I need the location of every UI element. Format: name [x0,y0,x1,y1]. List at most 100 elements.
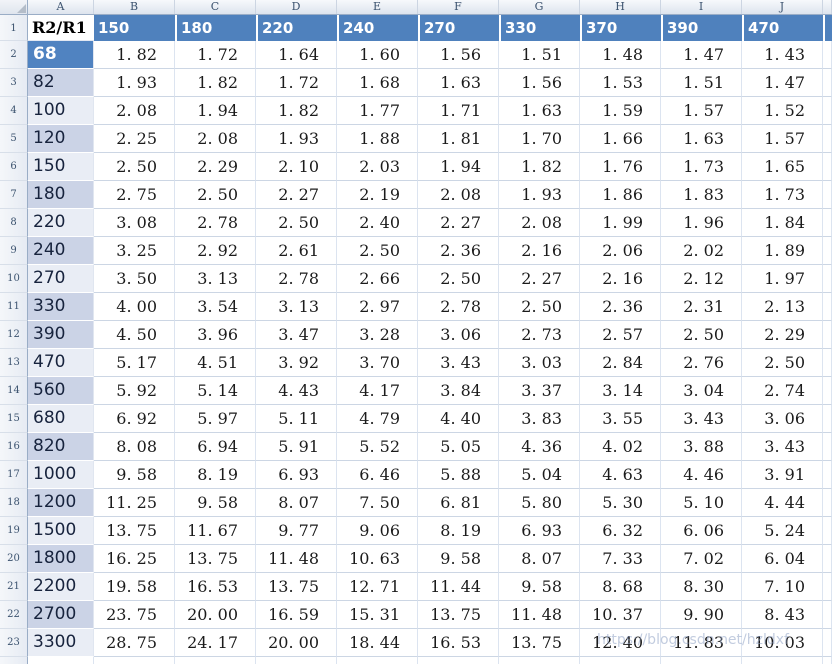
cell[interactable]: 8. 68 [580,573,661,601]
cell[interactable]: 18. 44 [337,629,418,657]
row-number-cell[interactable]: 15 [0,405,28,433]
cell[interactable]: 3. 14 [580,377,661,405]
cell[interactable]: 1. 73 [661,153,742,181]
row-number-cell[interactable]: 2 [0,41,28,69]
column-header-H[interactable]: H [580,0,661,14]
cell[interactable]: 2. 08 [175,125,256,153]
row-label-cell[interactable]: 2700 [28,601,94,629]
cell[interactable]: 3. 06 [418,321,499,349]
cell[interactable]: 8. 08 [94,433,175,461]
row-label-cell[interactable]: 3300 [28,629,94,657]
select-all-corner[interactable] [0,0,28,14]
header-cell[interactable]: 220 [256,15,337,41]
cell[interactable]: 6. 93 [499,517,580,545]
cell[interactable]: 9. 58 [418,545,499,573]
cell[interactable]: 5. 17 [94,349,175,377]
cell[interactable]: 8. 43 [742,601,823,629]
cell[interactable]: 1. 89 [742,237,823,265]
cell[interactable]: 3. 37 [499,377,580,405]
cell[interactable]: 7. 50 [337,489,418,517]
cell[interactable]: 1. 51 [661,69,742,97]
cell[interactable]: 2. 73 [499,321,580,349]
cell[interactable]: 3. 08 [94,209,175,237]
cell[interactable]: 8. 07 [499,545,580,573]
cell[interactable]: 4. 79 [337,405,418,433]
cell[interactable]: 15. 31 [337,601,418,629]
cell[interactable]: 23. 75 [94,601,175,629]
cell[interactable]: 2. 02 [661,237,742,265]
cell[interactable]: 9. 58 [94,461,175,489]
header-cell[interactable]: 270 [418,15,499,41]
row-label-cell[interactable]: 680 [28,405,94,433]
cell[interactable]: 3. 47 [256,321,337,349]
cell[interactable]: 11. 83 [661,629,742,657]
cell[interactable]: 1. 59 [580,97,661,125]
cell[interactable]: 1. 63 [499,97,580,125]
cell[interactable]: 1. 86 [580,181,661,209]
column-header-E[interactable]: E [337,0,418,14]
cell[interactable]: 11. 67 [175,517,256,545]
cell[interactable]: 2. 74 [742,377,823,405]
cell[interactable]: 1. 77 [337,97,418,125]
cell[interactable]: 12. 40 [580,629,661,657]
cell[interactable]: 8. 19 [418,517,499,545]
cell[interactable]: 7. 10 [742,573,823,601]
column-header-D[interactable]: D [256,0,337,14]
cell[interactable]: 2. 10 [256,153,337,181]
cell[interactable]: 10. 03 [742,629,823,657]
row-number-cell[interactable]: 3 [0,69,28,97]
cell[interactable]: 2. 50 [418,265,499,293]
cell[interactable]: 11. 44 [418,573,499,601]
row-number-cell[interactable]: 10 [0,265,28,293]
header-cell[interactable]: 180 [175,15,256,41]
row-number-cell[interactable]: 16 [0,433,28,461]
column-header-B[interactable]: B [94,0,175,14]
cell[interactable]: 6. 81 [418,489,499,517]
cell[interactable]: 3. 25 [94,237,175,265]
header-cell[interactable]: 150 [94,15,175,41]
cell[interactable]: 1. 73 [742,181,823,209]
row-label-cell[interactable]: 180 [28,181,94,209]
cell[interactable]: 3. 13 [175,265,256,293]
cell[interactable]: 9. 06 [337,517,418,545]
cell[interactable]: 2. 16 [499,237,580,265]
cell[interactable]: 2. 78 [175,209,256,237]
cell[interactable]: 2. 36 [418,237,499,265]
cell[interactable]: 1. 43 [742,41,823,69]
row-label-cell[interactable]: 2200 [28,573,94,601]
column-header-F[interactable]: F [418,0,499,14]
cell[interactable]: 16. 53 [418,629,499,657]
row-label-cell[interactable]: 1800 [28,545,94,573]
cell[interactable]: 5. 30 [580,489,661,517]
cell[interactable]: 4. 02 [580,433,661,461]
cell[interactable]: 1. 88 [337,125,418,153]
cell[interactable]: 5. 80 [499,489,580,517]
cell[interactable]: 2. 50 [742,349,823,377]
cell[interactable]: 6. 94 [175,433,256,461]
cell[interactable]: 1. 52 [742,97,823,125]
row-number-cell[interactable]: 7 [0,181,28,209]
cell[interactable]: 2. 84 [580,349,661,377]
cell[interactable]: 9. 77 [256,517,337,545]
cell[interactable]: 16. 25 [94,545,175,573]
cell[interactable]: 1. 93 [499,181,580,209]
row-label-cell[interactable]: 1200 [28,489,94,517]
row-number-cell[interactable]: 20 [0,545,28,573]
cell[interactable]: 1. 82 [499,153,580,181]
cell[interactable]: 3. 92 [256,349,337,377]
cell[interactable]: 3. 84 [418,377,499,405]
column-header-I[interactable]: I [661,0,742,14]
cell[interactable]: 13. 75 [175,545,256,573]
cell[interactable]: 6. 04 [742,545,823,573]
cell[interactable]: 9. 90 [661,601,742,629]
cell[interactable]: 1. 53 [580,69,661,97]
cell[interactable]: 4. 43 [256,377,337,405]
row-number-cell[interactable]: 12 [0,321,28,349]
cell[interactable]: 13. 75 [418,601,499,629]
cell[interactable]: 3. 28 [337,321,418,349]
cell[interactable]: 1. 70 [499,125,580,153]
cell[interactable]: 2. 08 [499,209,580,237]
cell[interactable]: 1. 93 [256,125,337,153]
cell[interactable]: 1. 56 [418,41,499,69]
cell[interactable]: 13. 75 [499,629,580,657]
